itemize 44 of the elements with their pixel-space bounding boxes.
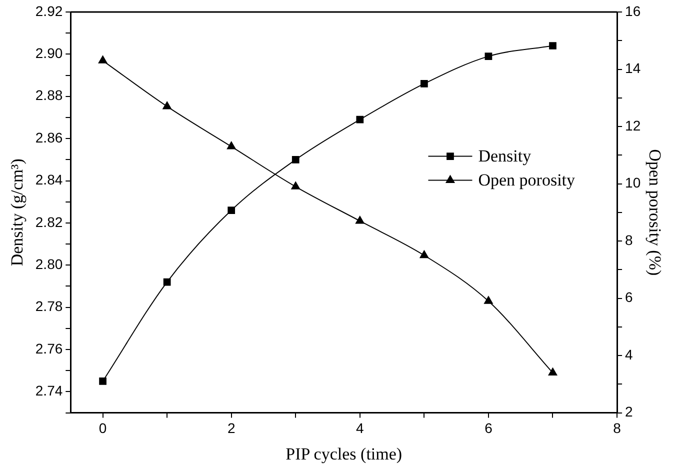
- point: [228, 206, 236, 214]
- y2-tick-label: 12: [625, 117, 641, 134]
- y2-tick-label: 6: [625, 289, 634, 306]
- point: [291, 182, 300, 190]
- point: [226, 142, 236, 150]
- y2-tick-label: 16: [625, 2, 641, 19]
- y2-tick-label: 8: [625, 232, 634, 248]
- point: [484, 296, 493, 304]
- x-tick-label: 8: [613, 420, 622, 436]
- y2-tick-label: 4: [625, 346, 634, 362]
- y-tick-label: 2.82: [35, 214, 63, 230]
- legend-label: Density: [478, 146, 532, 166]
- point: [420, 80, 428, 88]
- point: [548, 368, 558, 376]
- x-tick-label: 2: [227, 420, 236, 436]
- point: [98, 56, 108, 64]
- point: [163, 278, 171, 286]
- point: [420, 250, 429, 258]
- y-tick-label: 2.78: [35, 298, 63, 314]
- y-tick-label: 2.86: [35, 129, 63, 146]
- y2-tick-label: 2: [625, 404, 634, 420]
- x-tick-label: 6: [484, 420, 493, 436]
- point: [484, 52, 492, 60]
- x-axis-title: PIP cycles (time): [286, 444, 402, 464]
- y-tick-label: 2.76: [35, 340, 63, 356]
- point: [99, 377, 106, 385]
- y-tick-label: 2.74: [35, 382, 63, 399]
- point: [356, 116, 364, 124]
- point: [356, 216, 364, 224]
- y-axis-title: Density (g/cm³): [8, 158, 27, 266]
- x-tick-label: 0: [98, 420, 107, 436]
- y-tick-label: 2.88: [35, 87, 63, 104]
- y-tick-label: 2.80: [35, 256, 63, 272]
- point: [549, 42, 556, 50]
- y-tick-label: 2.92: [35, 2, 63, 19]
- y2-tick-label: 14: [625, 60, 641, 76]
- x-tick-label: 4: [356, 420, 364, 436]
- y-tick-label: 2.90: [35, 45, 63, 62]
- point: [292, 156, 300, 164]
- y2-tick-label: 10: [625, 174, 641, 191]
- legend-label: Open porosity: [478, 170, 576, 190]
- y2-axis-title: Open porosity (%): [645, 149, 664, 276]
- point: [162, 101, 172, 110]
- y-tick-label: 2.84: [35, 172, 63, 188]
